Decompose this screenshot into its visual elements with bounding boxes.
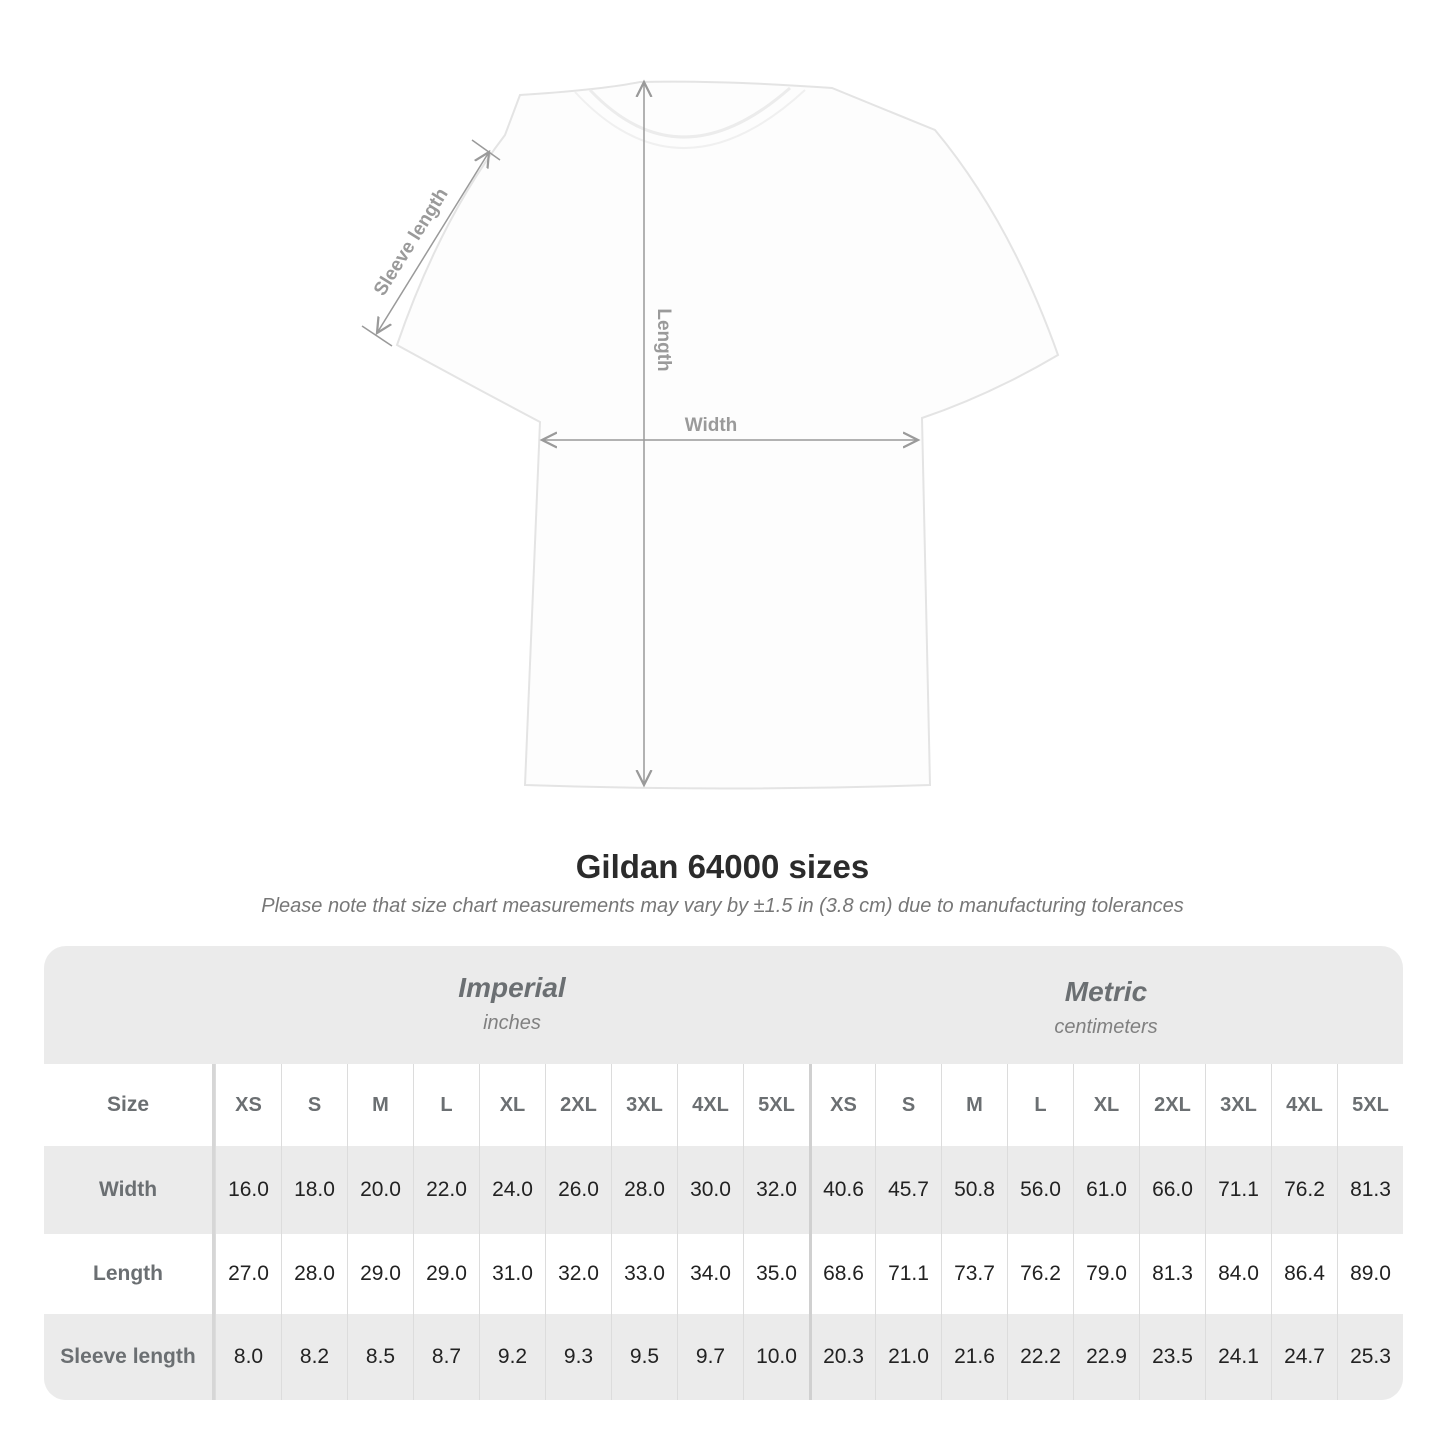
table-cell-metric: 84.0 <box>1205 1234 1271 1314</box>
size-table: Imperial inches Metric centimeters Size X… <box>44 946 1403 1400</box>
imperial-header: Imperial inches <box>215 946 809 1064</box>
page-title: Gildan 64000 sizes <box>575 848 870 885</box>
table-cell-metric: 71.1 <box>1205 1146 1271 1234</box>
size-header-metric: XL <box>1073 1064 1139 1146</box>
table-cell-metric: 22.2 <box>1007 1314 1073 1400</box>
table-cell-metric: 71.1 <box>875 1234 941 1314</box>
table-cell-imperial: 8.2 <box>281 1314 347 1400</box>
size-header-label: Size <box>44 1064 215 1146</box>
table-cell-metric: 25.3 <box>1337 1314 1403 1400</box>
table-cell-metric: 76.2 <box>1007 1234 1073 1314</box>
table-cell-imperial: 9.7 <box>677 1314 743 1400</box>
table-cell-imperial: 35.0 <box>743 1234 809 1314</box>
width-label: Width <box>685 415 738 436</box>
table-cell-imperial: 16.0 <box>215 1146 281 1234</box>
table-cell-imperial: 22.0 <box>413 1146 479 1234</box>
table-cell-metric: 73.7 <box>941 1234 1007 1314</box>
table-cell-imperial: 33.0 <box>611 1234 677 1314</box>
table-cell-imperial: 30.0 <box>677 1146 743 1234</box>
size-header-metric: 3XL <box>1205 1064 1271 1146</box>
table-cell-imperial: 27.0 <box>215 1234 281 1314</box>
metric-header: Metric centimeters <box>809 946 1403 1064</box>
table-cell-imperial: 9.2 <box>479 1314 545 1400</box>
table-cell-imperial: 9.3 <box>545 1314 611 1400</box>
size-header-metric: 4XL <box>1271 1064 1337 1146</box>
table-cell-metric: 86.4 <box>1271 1234 1337 1314</box>
imperial-unit: inches <box>483 1012 541 1034</box>
table-cell-metric: 21.6 <box>941 1314 1007 1400</box>
table-cell-metric: 81.3 <box>1337 1146 1403 1234</box>
table-cell-metric: 45.7 <box>875 1146 941 1234</box>
size-header-imperial: XS <box>215 1064 281 1146</box>
table-cell-metric: 89.0 <box>1337 1234 1403 1314</box>
table-cell-metric: 50.8 <box>941 1146 1007 1234</box>
table-cell-metric: 81.3 <box>1139 1234 1205 1314</box>
size-header-metric: L <box>1007 1064 1073 1146</box>
row-label: Length <box>44 1234 215 1314</box>
size-header-metric: XS <box>809 1064 875 1146</box>
tolerance-note: Please note that size chart measurements… <box>261 895 1184 917</box>
table-cell-metric: 24.7 <box>1271 1314 1337 1400</box>
table-cell-imperial: 29.0 <box>347 1234 413 1314</box>
row-label: Sleeve length <box>44 1314 215 1400</box>
sleeve-measure-line <box>377 152 489 333</box>
size-header-imperial: XL <box>479 1064 545 1146</box>
table-cell-imperial: 29.0 <box>413 1234 479 1314</box>
table-cell-imperial: 8.0 <box>215 1314 281 1400</box>
size-header-imperial: 4XL <box>677 1064 743 1146</box>
table-cell-metric: 61.0 <box>1073 1146 1139 1234</box>
table-cell-metric: 40.6 <box>809 1146 875 1234</box>
imperial-heading: Imperial <box>458 972 566 1003</box>
table-cell-metric: 24.1 <box>1205 1314 1271 1400</box>
tshirt-diagram: Length Width Sleeve length <box>361 0 1060 790</box>
table-cell-imperial: 18.0 <box>281 1146 347 1234</box>
table-cell-imperial: 8.7 <box>413 1314 479 1400</box>
length-label: Length <box>653 308 674 371</box>
table-cell-imperial: 28.0 <box>611 1146 677 1234</box>
table-cell-metric: 56.0 <box>1007 1146 1073 1234</box>
table-cell-imperial: 10.0 <box>743 1314 809 1400</box>
table-cell-imperial: 32.0 <box>743 1146 809 1234</box>
size-header-imperial: S <box>281 1064 347 1146</box>
table-cell-imperial: 31.0 <box>479 1234 545 1314</box>
table-cell-imperial: 24.0 <box>479 1146 545 1234</box>
table-cell-metric: 76.2 <box>1271 1146 1337 1234</box>
table-cell-imperial: 28.0 <box>281 1234 347 1314</box>
size-grid: Size XS S M L XL 2XL 3XL 4XL 5XL XS S M L XL 2XL 3XL 4XL 5… <box>44 1064 1403 1400</box>
table-cell-metric: 20.3 <box>809 1314 875 1400</box>
size-header-metric: S <box>875 1064 941 1146</box>
table-cell-imperial: 20.0 <box>347 1146 413 1234</box>
size-header-imperial: 2XL <box>545 1064 611 1146</box>
table-cell-imperial: 34.0 <box>677 1234 743 1314</box>
size-header-imperial: 3XL <box>611 1064 677 1146</box>
table-cell-metric: 23.5 <box>1139 1314 1205 1400</box>
size-header-metric: 2XL <box>1139 1064 1205 1146</box>
size-header-metric: M <box>941 1064 1007 1146</box>
row-label: Width <box>44 1146 215 1234</box>
size-header-imperial: L <box>413 1064 479 1146</box>
size-header-metric: 5XL <box>1337 1064 1403 1146</box>
table-cell-imperial: 26.0 <box>545 1146 611 1234</box>
table-cell-imperial: 9.5 <box>611 1314 677 1400</box>
table-cell-imperial: 32.0 <box>545 1234 611 1314</box>
table-cell-metric: 79.0 <box>1073 1234 1139 1314</box>
metric-heading: Metric <box>1064 976 1148 1007</box>
table-cell-metric: 66.0 <box>1139 1146 1205 1234</box>
table-cell-metric: 68.6 <box>809 1234 875 1314</box>
size-header-imperial: 5XL <box>743 1064 809 1146</box>
table-cell-metric: 22.9 <box>1073 1314 1139 1400</box>
size-header-imperial: M <box>347 1064 413 1146</box>
table-cell-imperial: 8.5 <box>347 1314 413 1400</box>
table-cell-metric: 21.0 <box>875 1314 941 1400</box>
metric-unit: centimeters <box>1054 1016 1158 1038</box>
